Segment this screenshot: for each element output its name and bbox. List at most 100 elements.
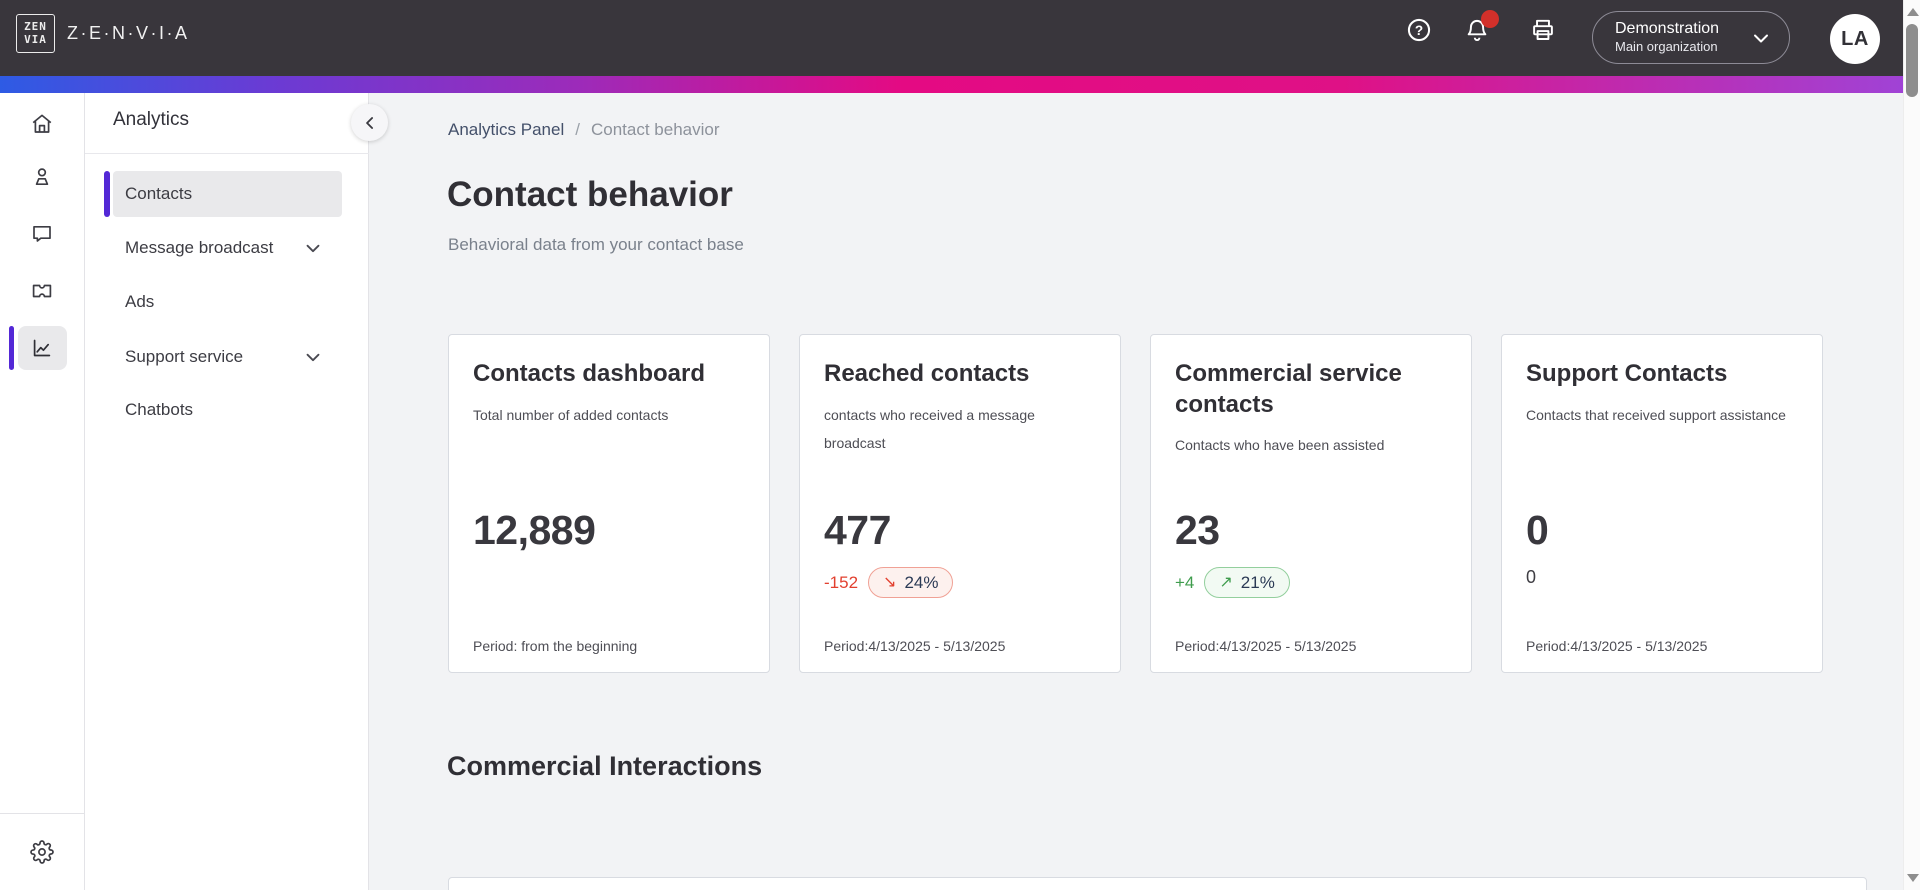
rail-divider	[0, 813, 85, 814]
breadcrumb-current: Contact behavior	[590, 120, 720, 139]
zenvia-wordmark: Z·E·N·V·I·A	[67, 23, 190, 43]
card-period: Period:4/13/2025 - 5/13/2025	[1526, 638, 1708, 654]
card-title: Reached contacts	[824, 360, 1030, 387]
trend-badge-down: ↘ 24%	[868, 567, 954, 598]
card-contacts-dashboard: Contacts dashboard Total number of added…	[448, 334, 770, 673]
card-period: Period:4/13/2025 - 5/13/2025	[824, 638, 1006, 654]
organization-switcher[interactable]: Demonstration Main organization	[1592, 11, 1790, 64]
kpi-cards-row: Contacts dashboard Total number of added…	[448, 334, 1823, 673]
chevron-down-icon	[1749, 26, 1773, 50]
trend-percent: 21%	[1240, 572, 1275, 592]
card-trend-row: -152 ↘ 24%	[824, 567, 954, 598]
sidebar-item-label: Chatbots	[125, 400, 194, 419]
trend-up-icon: ↗	[1219, 573, 1233, 591]
brand-gradient-bar	[0, 76, 1920, 93]
card-value: 23	[1175, 507, 1220, 553]
card-title: Support Contacts	[1526, 360, 1728, 387]
printer-icon	[1533, 19, 1553, 40]
sidebar-divider	[85, 153, 369, 154]
sidebar-item-support-service[interactable]: Support service	[113, 334, 342, 380]
analytics-nav-button[interactable]	[30, 336, 54, 360]
icon-rail	[0, 93, 85, 890]
sidebar-item-label: Contacts	[125, 184, 193, 203]
organization-name: Demonstration	[1615, 19, 1720, 37]
bell-icon	[1467, 19, 1487, 42]
sidebar-item-ads[interactable]: Ads	[113, 279, 342, 325]
sidebar-item-label: Message broadcast	[125, 238, 274, 257]
zenvia-logo-icon: ZEN VIA	[16, 14, 55, 53]
card-title: Commercial service contacts	[1175, 360, 1402, 418]
svg-text:?: ?	[1415, 23, 1423, 38]
user-avatar[interactable]: LA	[1830, 14, 1880, 64]
notifications-button[interactable]	[1464, 10, 1499, 43]
zenvia-logo[interactable]: ZEN VIA Z·E·N·V·I·A	[16, 14, 189, 53]
tickets-nav-button[interactable]	[30, 279, 54, 303]
card-subtitle: Contacts who have been assisted	[1175, 437, 1385, 454]
card-commercial-service-contacts: Commercial service contacts Contacts who…	[1150, 334, 1472, 673]
chart-icon	[33, 339, 51, 357]
card-value: 12,889	[473, 507, 596, 553]
delta-value: +4	[1175, 572, 1195, 592]
card-trend-row: 0	[1526, 567, 1536, 588]
delta-value: 0	[1526, 567, 1537, 587]
breadcrumb: Analytics Panel / Contact behavior	[448, 120, 720, 140]
chevron-left-icon	[365, 116, 373, 129]
card-period: Period: from the beginning	[473, 638, 638, 654]
card-period: Period:4/13/2025 - 5/13/2025	[1175, 638, 1357, 654]
delta-value: -152	[824, 572, 859, 592]
chevron-down-icon	[302, 237, 324, 259]
card-trend-row: +4 ↗ 21%	[1175, 567, 1290, 598]
sidebar-item-contacts[interactable]: Contacts	[104, 171, 342, 217]
help-icon: ?	[1407, 18, 1431, 42]
logo-line-2: VIA	[24, 33, 47, 46]
home-nav-button[interactable]	[30, 112, 54, 136]
breadcrumb-analytics-panel[interactable]: Analytics Panel	[448, 120, 565, 139]
analytics-sidebar-panel: Analytics Contacts Message broadcast Ads…	[85, 93, 369, 890]
sidebar-item-message-broadcast[interactable]: Message broadcast	[113, 225, 342, 271]
trend-badge-up: ↗ 21%	[1204, 567, 1290, 598]
card-value: 0	[1526, 507, 1549, 553]
main-content: Analytics Panel / Contact behavior Conta…	[370, 93, 1903, 890]
scrollbar-up-arrow[interactable]	[1907, 8, 1919, 16]
settings-button[interactable]	[30, 840, 54, 864]
top-navigation-bar: ZEN VIA Z·E·N·V·I·A ?	[0, 0, 1920, 76]
ticket-icon	[32, 284, 52, 298]
page-subtitle: Behavioral data from your contact base	[448, 235, 744, 254]
notification-badge	[1481, 10, 1499, 28]
home-icon	[32, 114, 52, 133]
active-item-indicator	[104, 171, 110, 217]
scrollbar-thumb[interactable]	[1906, 24, 1918, 97]
section-heading-commercial-interactions: Commercial Interactions	[447, 751, 763, 781]
card-subtitle: Total number of added contacts	[473, 406, 669, 423]
conversations-nav-button[interactable]	[30, 222, 54, 246]
gear-icon	[30, 840, 54, 864]
help-button[interactable]: ?	[1406, 17, 1432, 43]
trend-down-icon: ↘	[883, 573, 897, 591]
card-reached-contacts: Reached contacts contacts who received a…	[799, 334, 1121, 673]
person-icon	[35, 168, 49, 186]
contacts-nav-button[interactable]	[30, 165, 54, 189]
card-title: Contacts dashboard	[473, 360, 706, 387]
scrollbar-down-arrow[interactable]	[1907, 874, 1919, 882]
avatar-initials: LA	[1841, 27, 1869, 50]
page-title: Contact behavior	[447, 175, 733, 214]
vertical-scrollbar[interactable]	[1903, 0, 1920, 890]
app-shell: Analytics Contacts Message broadcast Ads…	[0, 93, 1920, 890]
sidebar-item-label: Support service	[125, 347, 244, 366]
logo-line-1: ZEN	[24, 19, 47, 33]
card-subtitle: contacts who received a message broadcas…	[824, 406, 1035, 452]
card-value: 477	[824, 507, 891, 553]
commercial-interactions-card	[448, 877, 1867, 890]
chat-bubble-icon	[33, 225, 51, 242]
active-nav-highlight	[18, 326, 67, 370]
sidebar-panel-title: Analytics	[113, 109, 190, 130]
breadcrumb-separator: /	[575, 120, 580, 139]
chevron-down-icon	[302, 346, 324, 368]
sidebar-item-label: Ads	[125, 292, 155, 311]
sidebar-item-chatbots[interactable]: Chatbots	[113, 387, 342, 433]
sidebar-collapse-button[interactable]	[351, 104, 388, 141]
card-subtitle: Contacts that received support assistanc…	[1526, 406, 1786, 423]
card-support-contacts: Support Contacts Contacts that received …	[1501, 334, 1823, 673]
print-button[interactable]	[1530, 17, 1556, 43]
